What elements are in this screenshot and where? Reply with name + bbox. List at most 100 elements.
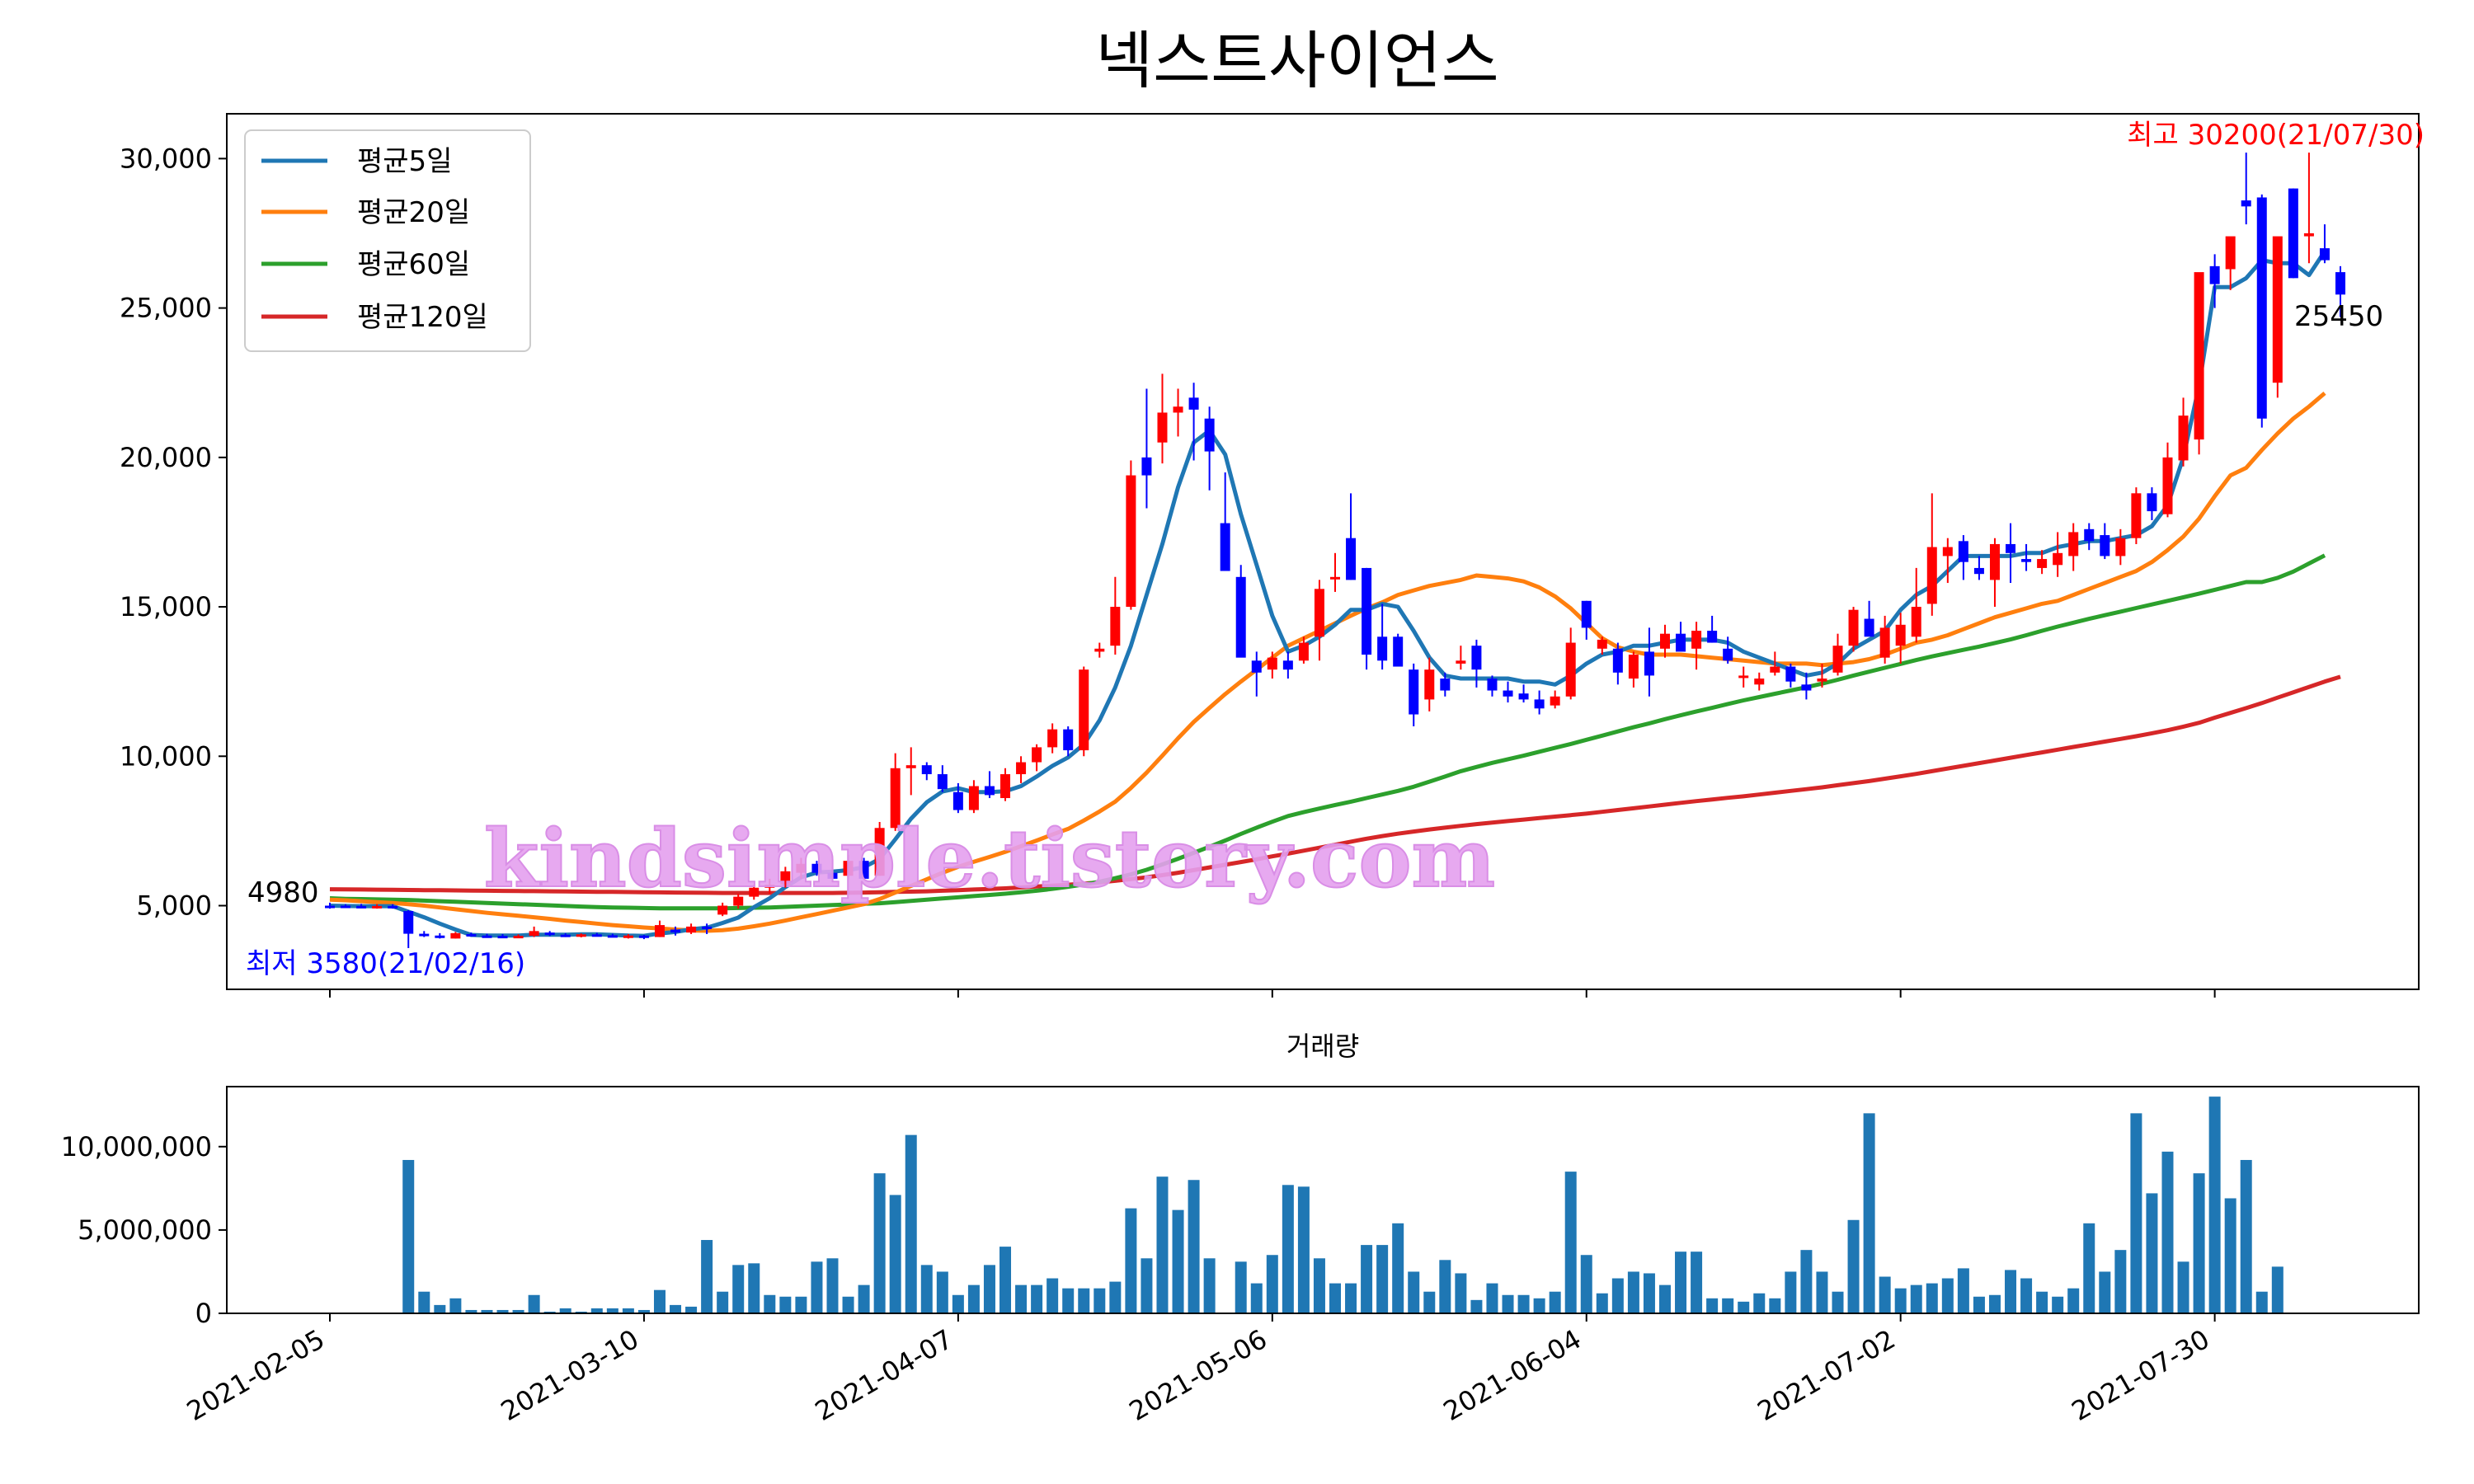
volume-bar <box>449 1298 462 1313</box>
candle-body <box>1000 774 1011 799</box>
volume-bar <box>1031 1284 1043 1313</box>
first-close-label: 4980 <box>247 876 319 909</box>
candle-body <box>1393 636 1404 667</box>
candle-body <box>968 786 979 810</box>
volume-bar <box>1517 1294 1530 1313</box>
candle-body <box>2225 236 2236 270</box>
price-plot: 5,000 10,000 15,000 20,000 25,000 30,000 <box>120 113 2420 990</box>
y-tick-label: 5,000 <box>136 890 212 922</box>
candle-body <box>843 861 854 876</box>
volume-bar <box>1847 1219 1860 1313</box>
candle-body <box>2147 493 2157 512</box>
volume-bar <box>1109 1281 1122 1313</box>
volume-bar <box>590 1308 603 1313</box>
legend-label-ma20: 평균20일 <box>357 196 470 229</box>
volume-bar <box>1062 1288 1075 1313</box>
volume-bar <box>1094 1288 1106 1313</box>
volume-bar <box>512 1309 524 1313</box>
y-tick-label: 25,000 <box>120 293 212 324</box>
volume-bar <box>1863 1113 1875 1313</box>
volume-bar <box>1879 1276 1891 1313</box>
candle-body <box>858 861 869 879</box>
volume-bar <box>936 1271 948 1313</box>
candle-body <box>1126 475 1136 608</box>
volume-bar <box>606 1308 618 1313</box>
candle-body <box>372 905 383 909</box>
candle-body <box>1518 693 1529 700</box>
candle-body <box>435 935 445 938</box>
candle-body <box>1958 541 1968 562</box>
legend-label-ma60: 평균60일 <box>357 248 470 281</box>
candle-body <box>1330 576 1340 580</box>
volume-bar <box>920 1265 933 1313</box>
volume-y-tick-label: 10,000,000 <box>61 1131 212 1162</box>
volume-bar <box>1250 1283 1263 1313</box>
volume-bar <box>1392 1223 1404 1313</box>
candle-body <box>1550 696 1560 706</box>
candle-body <box>1723 648 1733 661</box>
volume-bar <box>1361 1245 1373 1313</box>
volume-bar <box>1627 1271 1639 1313</box>
candle-body <box>780 871 791 885</box>
volume-bar <box>2240 1159 2252 1313</box>
candle-body <box>482 935 492 938</box>
volume-bar <box>1611 1278 1624 1313</box>
y-tick-label: 20,000 <box>120 442 212 473</box>
volume-bar <box>2114 1250 2127 1313</box>
volume-bar <box>1376 1245 1389 1313</box>
candle-body <box>2037 559 2048 568</box>
volume-bar <box>1141 1258 1153 1313</box>
candle-body <box>2194 272 2204 440</box>
volume-bar <box>559 1308 571 1313</box>
volume-bar <box>2052 1296 2064 1313</box>
last-close-label: 25450 <box>2294 300 2383 333</box>
volume-bar <box>952 1294 964 1313</box>
candle-body <box>2053 552 2063 566</box>
volume-bar <box>1156 1176 1169 1313</box>
candle-body <box>1503 690 1513 697</box>
volume-bar <box>2193 1173 2205 1313</box>
candle-body <box>2115 538 2126 556</box>
candle-body <box>419 933 430 937</box>
candle-body <box>796 863 807 873</box>
volume-bar <box>795 1296 807 1313</box>
candle-body <box>1770 666 1780 673</box>
volume-bar <box>983 1265 995 1313</box>
candle-body <box>1173 406 1183 413</box>
volume-bar <box>622 1308 634 1313</box>
candle-body <box>1738 675 1749 679</box>
volume-bar <box>2271 1266 2284 1313</box>
volume-bar <box>1188 1180 1200 1313</box>
candle-body <box>1817 679 1827 682</box>
volume-bar <box>2208 1097 2221 1313</box>
legend: 평균5일 평균20일 평균60일 평균120일 <box>244 129 531 352</box>
volume-bar <box>1769 1298 1781 1313</box>
candle-body <box>749 887 760 897</box>
volume-bar <box>1423 1291 1436 1313</box>
volume-bar <box>764 1294 776 1313</box>
volume-bar <box>1502 1294 1514 1313</box>
candle-body <box>1032 747 1042 763</box>
volume-plot: 거래량 0 5,000,000 10,000,000 <box>61 1031 2420 1329</box>
candle-body <box>1911 607 1921 637</box>
candle-body <box>2100 535 2110 556</box>
volume-bar <box>748 1263 760 1313</box>
volume-y-tick-label: 0 <box>195 1298 212 1329</box>
volume-bar <box>1910 1284 1922 1313</box>
volume-bar <box>2036 1291 2048 1313</box>
candle-body <box>607 935 618 938</box>
volume-bar <box>2255 1291 2268 1313</box>
candle-body <box>1612 648 1623 673</box>
volume-bar <box>2224 1198 2236 1313</box>
volume-bar <box>402 1159 415 1313</box>
y-tick-label: 15,000 <box>120 591 212 622</box>
volume-bar <box>1470 1299 1483 1313</box>
volume-bar <box>434 1304 446 1313</box>
candle-body <box>1785 666 1796 682</box>
volume-bar <box>999 1247 1012 1313</box>
volume-bar <box>1203 1258 1216 1313</box>
candle-body <box>1409 669 1419 715</box>
volume-bar <box>1282 1185 1294 1313</box>
candle-body <box>1298 642 1309 661</box>
volume-bar <box>670 1304 682 1313</box>
